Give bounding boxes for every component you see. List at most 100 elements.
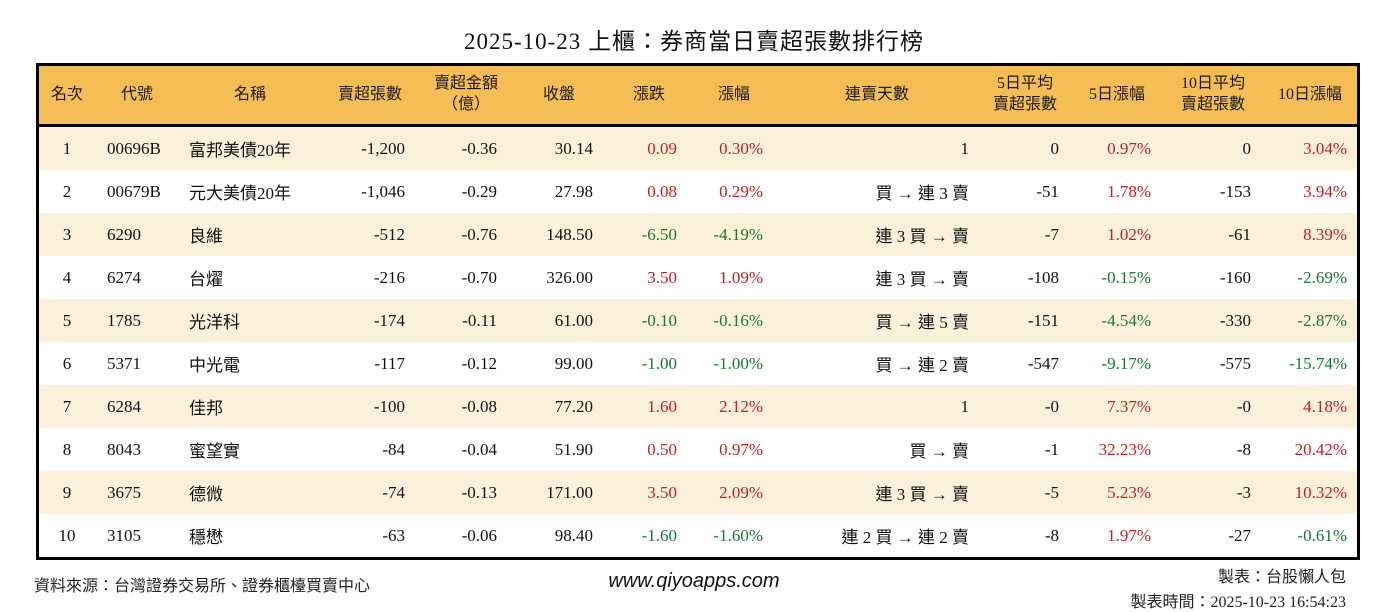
cell-stock-code: 6284 [107,396,141,416]
cell-net-sell-amount: -0.29 [461,181,497,201]
cell-close-price: 99.00 [554,353,593,373]
cell-rank: 5 [62,310,72,330]
cell-price-change: 3.50 [647,482,677,502]
cell-5d-change-pct: -0.15% [1101,267,1151,287]
column-header: 5日平均 賣超張數 [979,64,1071,127]
column-header: 收盤 [513,64,605,127]
cell-5d-change-pct: 7.37% [1107,396,1151,416]
cell-change-pct: -1.60% [713,525,763,545]
column-header: 10日平均 賣超張數 [1163,64,1263,127]
cell-10d-avg-net-sell: 0 [1242,138,1252,158]
cell-consecutive-sell-days: 連 3 買 → 賣 [875,227,970,246]
cell-price-change: 0.50 [647,439,677,459]
cell-net-sell-volume: -63 [382,525,405,545]
cell-consecutive-sell-days: 買 → 連 3 賣 [875,184,970,203]
cell-5d-avg-net-sell: 0 [1050,138,1060,158]
cell-net-sell-volume: -74 [382,482,405,502]
cell-5d-avg-net-sell: -108 [1027,267,1059,287]
cell-10d-avg-net-sell: -27 [1228,525,1251,545]
cell-price-change: 1.60 [647,396,677,416]
cell-stock-code: 00696B [107,138,161,158]
cell-change-pct: 0.30% [719,138,763,158]
cell-5d-avg-net-sell: -51 [1036,181,1059,201]
cell-stock-code: 6274 [107,267,141,287]
maker-label: 製表：台股懶人包 [1217,569,1346,586]
cell-change-pct: 2.09% [719,482,763,502]
page-title: 2025-10-23 上櫃：券商當日賣超張數排行榜 [463,29,925,54]
cell-net-sell-volume: -100 [373,396,405,416]
cell-net-sell-amount: -0.13 [461,482,497,502]
cell-rank: 9 [62,482,72,502]
table-row: 1 00696B 富邦美債20年 -1,200 -0.36 30.14 0.09 0.30% 1… [37,125,1359,170]
cell-5d-change-pct: 5.23% [1107,482,1151,502]
cell-stock-name: 光洋科 [189,313,240,332]
cell-net-sell-volume: -174 [373,310,405,330]
cell-stock-code: 3675 [107,482,141,502]
cell-rank: 3 [62,224,72,244]
cell-price-change: 0.09 [647,138,677,158]
cell-consecutive-sell-days: 連 2 買 → 連 2 賣 [841,528,970,547]
cell-close-price: 61.00 [554,310,593,330]
cell-close-price: 98.40 [554,525,593,545]
header-row: 名次 代號 名稱 賣超張數 賣超金額 （億） 收盤 漲跌 漲幅 連賣天數 5日平均 賣超張數 5日漲… [37,64,1359,127]
column-header: 賣超金額 （億） [419,64,513,127]
cell-10d-change-pct: -2.69% [1297,267,1347,287]
cell-10d-change-pct: -0.61% [1297,525,1347,545]
data-source-note: 資料來源：台灣證券交易所、證券櫃檯買賣中心 [34,578,371,595]
cell-5d-avg-net-sell: -1 [1044,439,1059,459]
cell-5d-avg-net-sell: -547 [1027,353,1059,373]
cell-stock-name: 佳邦 [189,399,223,418]
cell-10d-avg-net-sell: -330 [1219,310,1251,330]
cell-net-sell-volume: -1,046 [361,181,405,201]
cell-5d-avg-net-sell: -0 [1044,396,1059,416]
cell-close-price: 51.90 [554,439,593,459]
cell-5d-change-pct: 1.97% [1107,525,1151,545]
cell-rank: 1 [62,138,72,158]
cell-net-sell-amount: -0.08 [461,396,497,416]
column-header: 5日漲幅 [1071,64,1163,127]
table-row: 2 00679B 元大美債20年 -1,046 -0.29 27.98 0.08 0.29% 買… [37,170,1359,213]
table-row: 10 3105 穩懋 -63 -0.06 98.40 -1.60 -1.60% 連 2 買 → … [37,514,1359,559]
cell-10d-change-pct: 10.32% [1294,482,1347,502]
cell-rank: 4 [62,267,72,287]
cell-consecutive-sell-days: 買 → 連 2 賣 [875,356,970,375]
table-row: 8 8043 蜜望實 -84 -0.04 51.90 0.50 0.97% 買 → 賣 -1 32.… [37,428,1359,471]
cell-net-sell-volume: -512 [373,224,405,244]
cell-rank: 10 [58,525,76,545]
cell-10d-change-pct: -15.74% [1288,353,1347,373]
cell-rank: 6 [62,353,72,373]
cell-change-pct: -4.19% [713,224,763,244]
cell-consecutive-sell-days: 連 3 買 → 賣 [875,485,970,504]
cell-stock-name: 台燿 [189,270,223,289]
cell-price-change: -0.10 [641,310,677,330]
cell-net-sell-amount: -0.76 [461,224,497,244]
cell-net-sell-amount: -0.12 [461,353,497,373]
cell-net-sell-amount: -0.06 [461,525,497,545]
cell-10d-avg-net-sell: -61 [1228,224,1251,244]
cell-stock-name: 元大美債20年 [189,184,291,203]
column-header: 名稱 [179,64,321,127]
cell-change-pct: -1.00% [713,353,763,373]
cell-consecutive-sell-days: 買 → 連 5 賣 [875,313,970,332]
cell-10d-change-pct: 20.42% [1294,439,1347,459]
table-row: 4 6274 台燿 -216 -0.70 326.00 3.50 1.09% 連 3 買 → 賣… [37,256,1359,299]
cell-rank: 2 [62,181,72,201]
column-header: 連賣天數 [775,64,979,127]
column-header: 漲跌 [605,64,693,127]
cell-stock-name: 德微 [189,485,223,504]
cell-10d-avg-net-sell: -8 [1236,439,1251,459]
cell-10d-change-pct: 4.18% [1303,396,1347,416]
cell-net-sell-volume: -84 [382,439,405,459]
cell-net-sell-volume: -1,200 [361,138,405,158]
cell-5d-change-pct: -9.17% [1101,353,1151,373]
broker-net-sell-ranking-table: 名次 代號 名稱 賣超張數 賣超金額 （億） 收盤 漲跌 漲幅 連賣天數 5日平均 賣超張數 5日漲… [36,63,1360,560]
cell-close-price: 171.00 [546,482,593,502]
cell-5d-change-pct: 1.02% [1107,224,1151,244]
cell-change-pct: 1.09% [719,267,763,287]
cell-stock-code: 8043 [107,439,141,459]
cell-price-change: -1.00 [641,353,677,373]
cell-close-price: 27.98 [554,181,593,201]
cell-10d-change-pct: -2.87% [1297,310,1347,330]
cell-net-sell-amount: -0.70 [461,267,497,287]
